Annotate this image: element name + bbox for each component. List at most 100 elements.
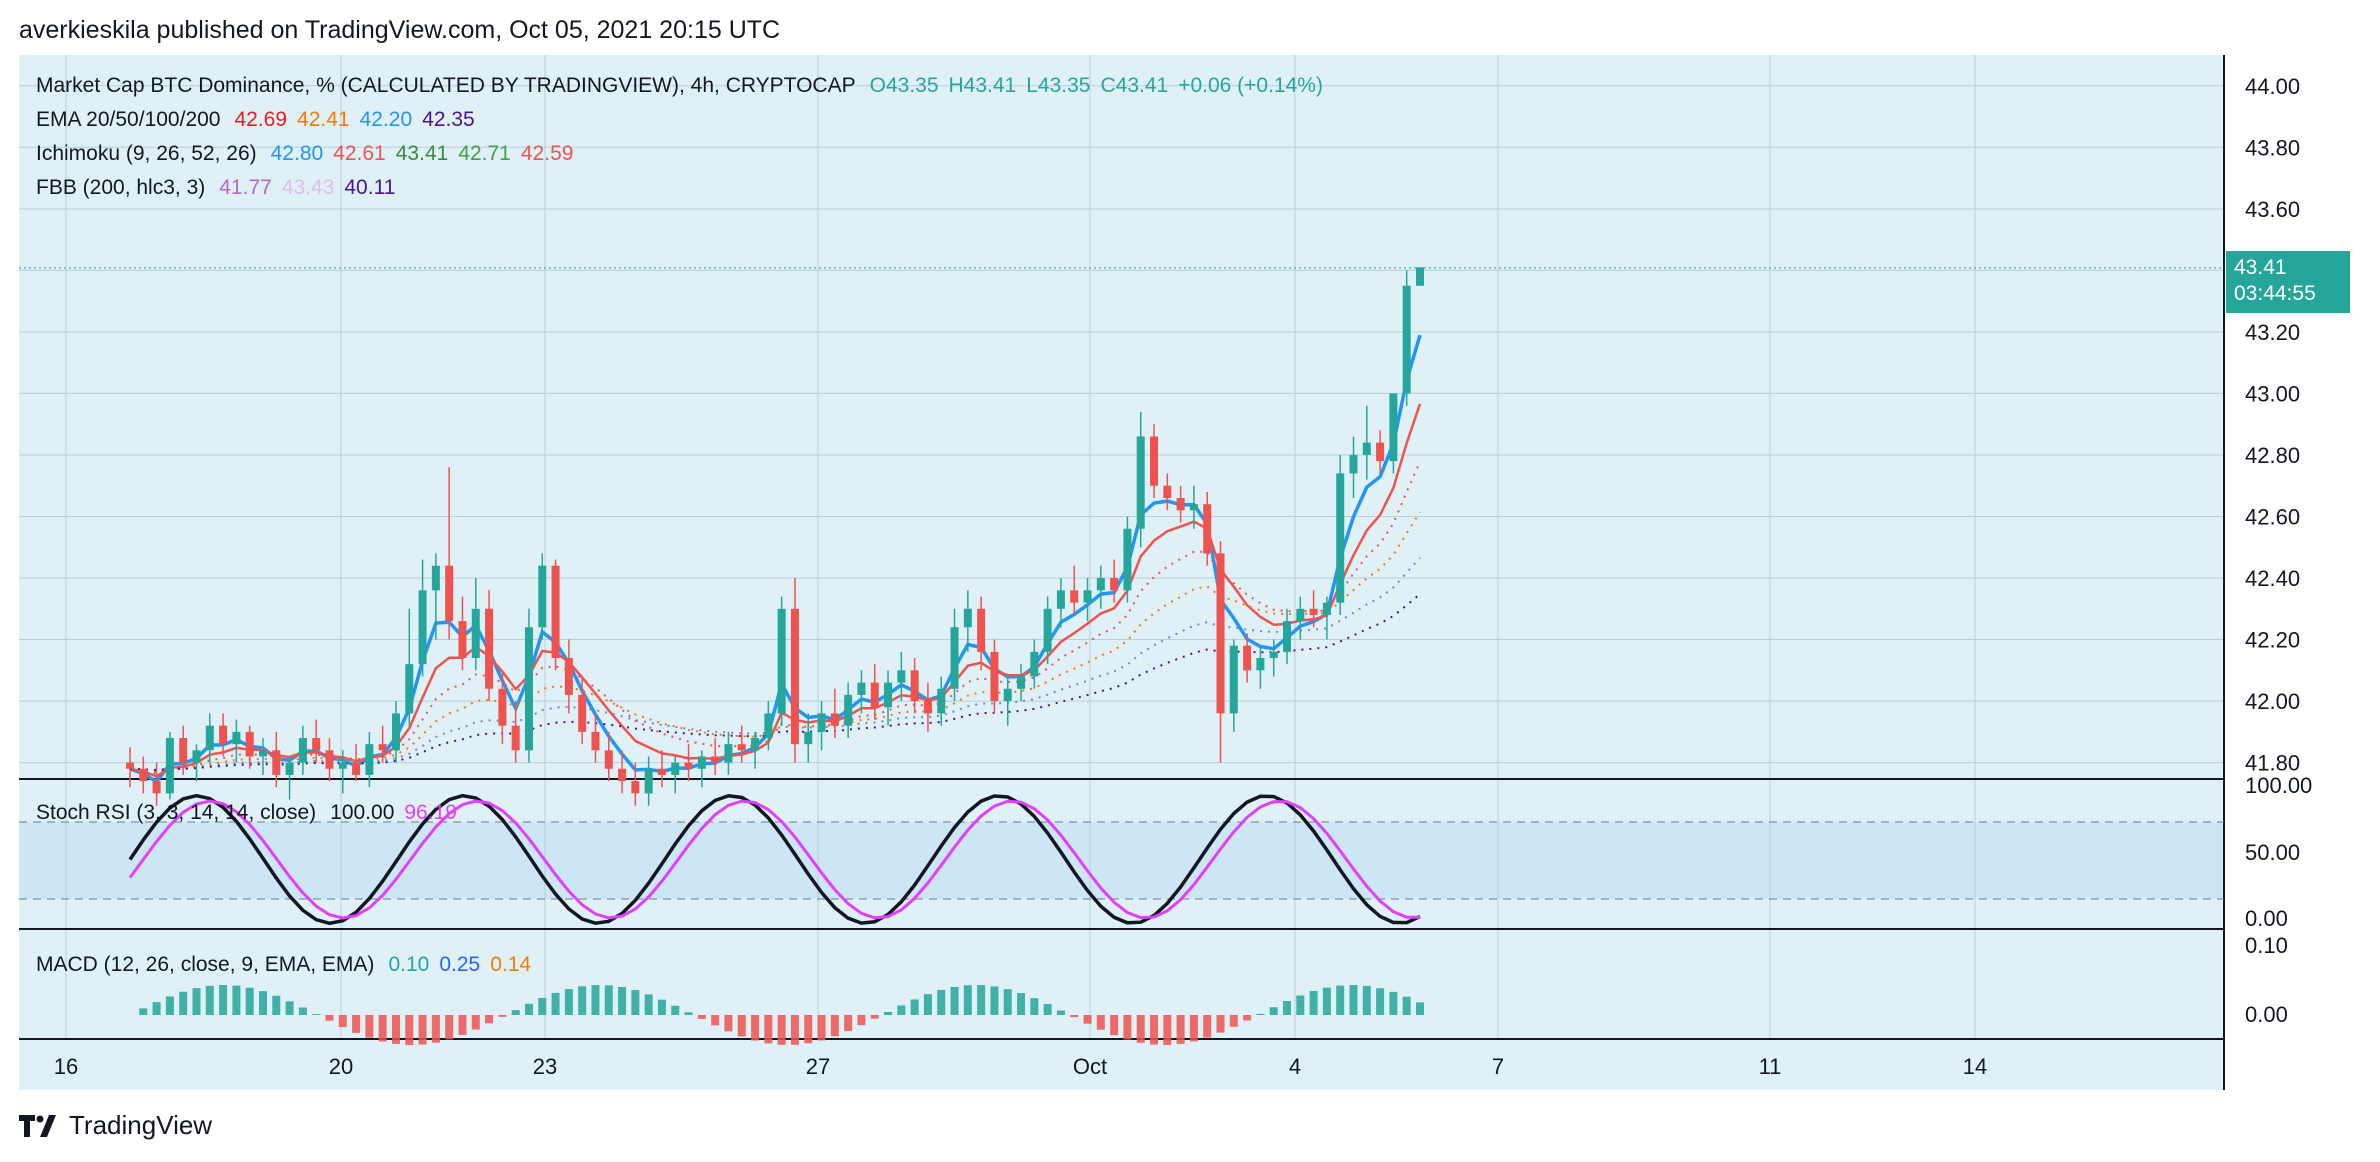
candle-body [1229,645,1238,714]
macd-bar [1030,998,1039,1015]
macd-bar [551,992,560,1015]
stoch-band [19,822,2224,899]
macd-bar [139,1008,148,1015]
macd-bar [777,1015,786,1045]
macd-bar [165,996,174,1015]
macd-bar [884,1011,893,1015]
macd-bar [511,1010,520,1015]
candle-body [1110,578,1119,591]
macd-bar [910,999,919,1015]
time-tick: 7 [1492,1054,1504,1079]
legend-fbb-v1: 41.77 [219,176,272,199]
macd-bar [298,1007,307,1015]
legend-ichimoku[interactable]: Ichimoku (9, 26, 52, 26) 42.80 42.61 43.41 4… [36,142,583,166]
candle-body [751,738,760,751]
grid-lines [19,55,2224,1038]
macd-bar [1096,1015,1105,1030]
candle-body [152,781,161,794]
macd-bar [405,1015,414,1045]
candle-body [1389,393,1398,462]
candle-body [1296,608,1305,622]
macd-bar [631,990,640,1015]
macd-bar [205,985,214,1015]
candle-body [538,565,547,628]
candle-body [618,768,627,782]
macd-bar [1349,985,1358,1015]
candle-body [325,750,334,769]
candle-body [405,664,414,714]
publish-header: averkieskila published on TradingView.co… [19,16,781,44]
time-tick: 14 [1963,1054,1987,1079]
macd-bar [657,999,666,1015]
legend-macd[interactable]: MACD (12, 26, close, 9, EMA, EMA) 0.10 0.2… [36,953,541,977]
candle-body [1150,436,1159,486]
candle-body [950,627,959,689]
last-price-value: 43.41 [2234,256,2287,279]
candle-body [631,781,640,794]
candle-body [1176,498,1185,511]
macd-tick: 0.00 [2245,1002,2288,1027]
macd-bar [1203,1015,1212,1038]
macd-bar [1229,1015,1238,1027]
macd-bar [325,1015,334,1021]
candle-body [1376,442,1385,462]
last-price-tag: 43.41 03:44:55 [2226,251,2350,313]
candle-body [1096,578,1105,591]
chart-canvas[interactable]: 44.0043.8043.6043.4043.2043.0042.8042.60… [0,0,2380,1100]
time-tick: 16 [54,1054,78,1079]
price-tick: 42.80 [2245,443,2300,468]
legend-main-low: L43.35 [1026,74,1091,97]
legend-main[interactable]: Market Cap BTC Dominance, % (CALCULATED … [36,74,1333,98]
stoch-lines [128,793,1421,926]
ema-50 [129,511,1421,773]
legend-macd-title: MACD (12, 26, close, 9, EMA, EMA) [36,953,375,976]
stoch-tick: 100.00 [2245,773,2312,798]
price-tick: 41.80 [2245,751,2300,776]
macd-bar [1322,987,1331,1015]
legend-main-open: O43.35 [869,74,939,97]
legend-stoch-v2: 96.19 [404,801,457,824]
candle-body [684,762,693,769]
macd-bar [1309,990,1318,1015]
candle-body [365,744,374,775]
candle-body [524,627,533,751]
macd-bar [192,988,201,1015]
macd-bar [285,1001,294,1015]
legend-macd-v2: 0.25 [439,953,481,976]
candle-body [1243,645,1252,671]
legend-ema-title: EMA 20/50/100/200 [36,108,221,131]
macd-bar [1003,989,1012,1015]
macd-bar [391,1015,400,1044]
legend-stoch[interactable]: Stoch RSI (3, 3, 14, 14, close) 100.00 96.… [36,801,467,825]
candle-body [258,750,267,757]
macd-tick: 0.10 [2245,933,2288,958]
legend-ichimoku-v5: 42.59 [520,142,574,165]
time-tick: 20 [329,1054,353,1079]
candle-body [1309,608,1318,615]
candle-body [458,621,467,659]
candle-body [897,670,906,683]
legend-ema-v1: 42.69 [234,108,288,131]
candle-body [777,608,786,714]
macd-bar [272,995,281,1015]
macd-bar [1056,1010,1065,1015]
macd-bar [1070,1015,1079,1018]
main-pane-bg [19,55,2224,778]
candle-body [219,725,228,745]
macd-bar [644,994,653,1015]
macd-bar [1256,1013,1265,1015]
candle-body [285,762,294,775]
macd-bar [152,1002,161,1015]
macd-bar [338,1015,347,1028]
macd-bar [524,1003,533,1015]
brand-logo[interactable]: TradingView [19,1110,212,1141]
macd-bar [923,994,932,1015]
candle-body [511,725,520,751]
legend-ema[interactable]: EMA 20/50/100/200 42.69 42.41 42.20 42.35 [36,108,485,132]
candle-body [1256,658,1265,671]
brand-name: TradingView [69,1110,213,1140]
macd-bar [817,1015,826,1041]
legend-fbb[interactable]: FBB (200, hlc3, 3) 41.77 43.43 40.11 [36,176,405,200]
candle-body [817,713,826,732]
macd-bar [1376,988,1385,1015]
